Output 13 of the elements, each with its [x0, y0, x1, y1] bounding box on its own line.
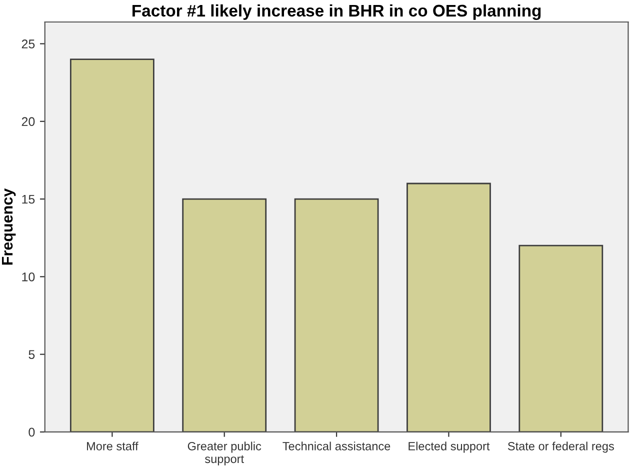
x-tick-label: State or federal regs [508, 442, 614, 453]
y-axis-title: Frequency [2, 188, 16, 265]
y-tick-label: 20 [22, 117, 35, 126]
y-tick-label: 25 [22, 40, 35, 48]
x-tick-label: More staff [87, 442, 138, 450]
y-tick-label: 5 [28, 350, 35, 359]
x-tick-label: Elected support [408, 442, 490, 453]
chart-title: Factor #1 likely increase in BHR in co OES planning [132, 4, 541, 20]
x-tick-label: Greater public support [188, 442, 262, 466]
x-tick-label: Technical assistance [282, 442, 390, 450]
y-tick-label: 0 [28, 428, 35, 437]
y-tick-label: 15 [22, 194, 35, 204]
y-tick-label: 10 [22, 272, 35, 282]
